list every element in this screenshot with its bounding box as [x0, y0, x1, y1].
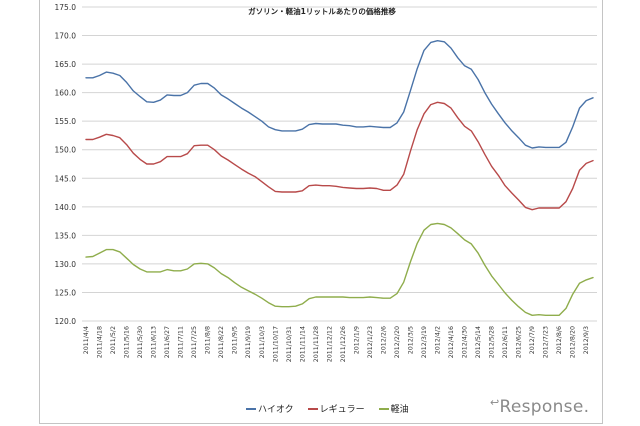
- x-tick-label: 2011/7/25: [191, 326, 198, 358]
- x-tick-label: 2011/6/27: [164, 326, 171, 358]
- x-tick-label: 2011/8/22: [218, 326, 225, 358]
- x-tick-label: 2012/7/23: [543, 326, 550, 358]
- x-tick-label: 2012/4/2: [435, 326, 442, 354]
- logo-text: Response.: [499, 397, 590, 417]
- series-regular-line: [85, 101, 594, 211]
- x-tick-label: 2011/12/12: [326, 326, 333, 362]
- y-tick-label: 170.0: [55, 32, 77, 41]
- x-tick-label: 2011/5/2: [110, 326, 117, 354]
- x-tick-label: 2012/3/5: [407, 326, 414, 354]
- y-tick-label: 135.0: [55, 231, 77, 240]
- x-tick-label: 2012/6/25: [516, 326, 523, 358]
- x-tick-label: 2012/1/23: [367, 326, 374, 358]
- x-tick-label: 2012/2/20: [394, 326, 401, 358]
- x-tick-label: 2011/9/5: [232, 326, 239, 354]
- x-tick-label: 2012/4/30: [462, 326, 469, 358]
- x-tick-label: 2012/6/11: [502, 326, 509, 358]
- gridlines: [82, 6, 597, 322]
- chart-title: ガソリン・軽油1リットルあたりの価格推移: [248, 6, 396, 16]
- y-tick-label: 155.0: [55, 117, 77, 126]
- y-tick-label: 160.0: [55, 89, 77, 98]
- x-axis-ticks: 2011/4/4 2011/4/18 2011/5/2 2011/5/16 2011/5…: [83, 326, 590, 362]
- x-tick-label: 2011/12/26: [340, 326, 347, 362]
- y-tick-label: 150.0: [55, 146, 77, 155]
- legend: ハイオク レギュラー 軽油: [246, 402, 409, 415]
- response-logo: ↩Response.: [490, 396, 589, 417]
- legend-item-high-octane: ハイオク: [246, 402, 294, 415]
- legend-item-diesel: 軽油: [378, 402, 409, 415]
- x-tick-label: 2012/5/14: [475, 326, 482, 358]
- x-tick-label: 2012/9/3: [583, 326, 590, 354]
- series-lines: [85, 40, 594, 316]
- y-tick-label: 130.0: [55, 260, 77, 269]
- legend-item-regular: レギュラー: [307, 402, 365, 415]
- x-tick-label: 2011/4/18: [97, 326, 104, 358]
- legend-label-high-octane: ハイオク: [258, 405, 294, 415]
- x-tick-label: 2012/2/6: [380, 326, 387, 354]
- x-tick-label: 2011/5/30: [137, 326, 144, 358]
- x-tick-label: 2011/10/17: [272, 326, 279, 362]
- y-tick-label: 165.0: [55, 60, 77, 69]
- y-tick-label: 145.0: [55, 174, 77, 183]
- x-tick-label: 2012/7/9: [529, 326, 536, 354]
- legend-swatch-high-octane: [246, 407, 256, 410]
- legend-label-regular: レギュラー: [319, 405, 365, 415]
- y-tick-label: 125.0: [55, 288, 77, 297]
- x-tick-label: 2011/4/4: [83, 326, 90, 354]
- y-tick-label: 140.0: [55, 203, 77, 212]
- series-high-octane-line: [85, 40, 594, 149]
- legend-swatch-regular: [307, 407, 318, 410]
- x-tick-label: 2011/8/8: [205, 326, 212, 354]
- x-tick-label: 2012/8/6: [556, 326, 563, 354]
- x-tick-label: 2011/7/11: [178, 326, 185, 358]
- x-tick-label: 2011/9/19: [245, 326, 252, 358]
- logo-arrow-icon: ↩: [490, 396, 500, 409]
- x-tick-label: 2012/5/28: [489, 326, 496, 358]
- x-tick-label: 2011/11/14: [299, 326, 306, 362]
- legend-swatch-diesel: [378, 407, 389, 410]
- x-tick-label: 2012/8/20: [570, 326, 577, 358]
- x-tick-label: 2011/10/31: [286, 326, 293, 362]
- series-diesel-line: [85, 222, 594, 316]
- x-tick-label: 2011/11/28: [313, 326, 320, 362]
- y-axis-ticks: 175.0 170.0 165.0 160.0 155.0 150.0 145.0 140.0…: [55, 3, 77, 326]
- x-tick-label: 2012/3/19: [421, 326, 428, 358]
- legend-label-diesel: 軽油: [390, 405, 409, 415]
- x-tick-label: 2011/10/3: [259, 326, 266, 358]
- x-tick-label: 2011/6/13: [151, 326, 158, 358]
- y-tick-label: 120.0: [55, 317, 77, 326]
- x-tick-label: 2012/4/16: [448, 326, 455, 358]
- chart-frame: [39, 0, 603, 424]
- y-tick-label: 175.0: [55, 3, 77, 12]
- x-tick-label: 2011/5/16: [124, 326, 131, 358]
- x-tick-label: 2012/1/9: [353, 326, 360, 354]
